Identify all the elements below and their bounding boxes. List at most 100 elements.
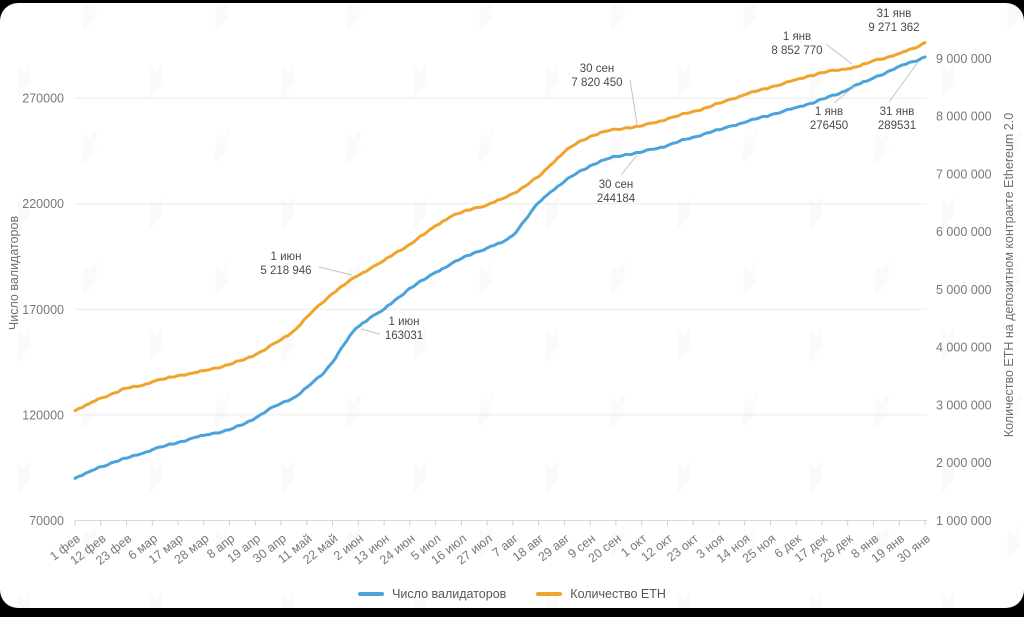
watermark-logo-icon (874, 524, 891, 560)
watermark-logo-icon (676, 194, 693, 230)
annotation-date: 31 янв (879, 106, 915, 118)
right-tick-label: 8 000 000 (936, 110, 992, 124)
watermark-logo-icon (478, 392, 495, 428)
right-axis-title: Количество ETH на депозитном контракте E… (1002, 112, 1016, 438)
watermark-logo-icon (16, 62, 33, 98)
watermark-logo-icon (148, 62, 165, 98)
watermark-logo-icon (742, 392, 759, 428)
watermark-logo-icon (742, 260, 759, 296)
left-tick-label: 120000 (22, 408, 64, 422)
watermark-logo-icon (148, 326, 165, 362)
annotation-value: 9 271 362 (868, 22, 920, 34)
watermark-logo-icon (478, 524, 495, 560)
left-tick-label: 170000 (22, 303, 64, 317)
annotation-validators-31-янв: 31 янв 289531 (878, 105, 916, 133)
annotation-leader-line (888, 61, 919, 103)
watermark-logo-icon (82, 3, 99, 32)
watermark-logo-icon (610, 260, 627, 296)
watermark-logo-icon (346, 392, 363, 428)
watermark-logo-icon (610, 524, 627, 560)
watermark-logo-icon (16, 458, 33, 494)
watermark-logo-icon (148, 194, 165, 230)
annotation-eth-1-июн: 1 июн 5 218 946 (260, 250, 311, 278)
annotation-value: 276450 (809, 120, 849, 132)
watermark-logo-icon (412, 62, 429, 98)
watermark-logo-icon (82, 260, 99, 296)
watermark-logo-icon (346, 524, 363, 560)
watermark-logo-icon (1006, 524, 1023, 560)
watermark-logo-icon (610, 3, 627, 32)
right-tick-label: 2 000 000 (936, 456, 992, 470)
chart-card: 1 фев 12 фев 23 фев 6 мар 17 мар 28 мар 8 апр 1… (0, 3, 1024, 608)
left-tick-label: 270000 (22, 92, 64, 106)
annotation-value: 7 820 450 (571, 77, 623, 89)
annotation-leader-line (318, 266, 353, 276)
annotation-leader-line (833, 85, 856, 104)
watermark-logo-icon (478, 3, 495, 32)
watermark-logo-icon (478, 128, 495, 164)
watermark-logo-icon (874, 128, 891, 164)
annotation-date: 1 июн (270, 251, 302, 263)
watermark-logo-icon (676, 458, 693, 494)
watermark-logo-icon (940, 194, 957, 230)
right-tick-label: 6 000 000 (936, 225, 992, 239)
chart-legend: Число валидаторов Количество ETH (0, 587, 1024, 601)
right-tick-label: 1 000 000 (936, 514, 992, 528)
watermark-logo-icon (808, 458, 825, 494)
annotation-validators-30-сен: 30 сен 244184 (597, 178, 635, 206)
legend-item-eth[interactable]: Количество ETH (536, 587, 666, 601)
watermark-logo-icon (280, 590, 297, 608)
watermark-logo-icon (346, 3, 363, 32)
watermark-logo-icon (1006, 128, 1023, 164)
watermark-logo-icon (544, 458, 561, 494)
watermark-logo-icon (16, 194, 33, 230)
annotation-leader-line (825, 43, 853, 65)
annotation-date: 31 янв (876, 8, 912, 20)
annotation-leader-line (360, 328, 381, 335)
watermark-logo-icon (82, 128, 99, 164)
validators-line-swatch-icon (358, 592, 385, 596)
watermark-logo-icon (544, 62, 561, 98)
annotation-date: 30 сен (598, 179, 634, 191)
annotation-eth-1-янв: 1 янв 8 852 770 (771, 30, 822, 58)
watermark-logo-icon (544, 590, 561, 608)
watermark-logo-icon (1006, 260, 1023, 296)
right-tick-label: 9 000 000 (936, 52, 992, 66)
annotation-validators-1-июн: 1 июн 163031 (385, 315, 423, 343)
watermark-logo-icon (742, 524, 759, 560)
watermark-logo-icon (16, 590, 33, 608)
watermark-logo-icon (1006, 392, 1023, 428)
annotation-date: 1 янв (814, 106, 844, 118)
legend-item-validators[interactable]: Число валидаторов (358, 587, 506, 601)
watermark-logo-icon (412, 590, 429, 608)
legend-label-validators: Число валидаторов (392, 587, 507, 601)
watermark-logo-icon (874, 260, 891, 296)
watermark-logo-icon (544, 326, 561, 362)
annotation-value: 244184 (596, 193, 636, 205)
watermark-logo-icon (676, 326, 693, 362)
left-tick-label: 220000 (22, 197, 64, 211)
watermark-logo-icon (214, 128, 231, 164)
right-tick-label: 5 000 000 (936, 283, 992, 297)
watermark-logo-icon (808, 590, 825, 608)
eth-line-swatch-icon (536, 592, 563, 596)
watermark-logo-icon (610, 392, 627, 428)
watermark-logo-icon (1006, 3, 1023, 32)
annotation-date: 30 сен (579, 63, 615, 75)
watermark-logo-icon (214, 392, 231, 428)
annotation-validators-1-янв: 1 янв 276450 (810, 105, 848, 133)
watermark-logo-icon (874, 392, 891, 428)
annotation-leader-line (620, 154, 638, 176)
watermark-logo-icon (610, 128, 627, 164)
watermark-logo-icon (412, 326, 429, 362)
annotation-value: 5 218 946 (260, 265, 312, 277)
annotations-layer: 1 июн 5 218 946 1 июн 163031 30 сен 7 820 450… (0, 3, 1024, 608)
watermark-logo-icon (280, 326, 297, 362)
watermark-logo-icon (148, 458, 165, 494)
watermark-logo-icon (214, 524, 231, 560)
watermark-logo-icon (148, 590, 165, 608)
legend-label-eth: Количество ETH (570, 587, 666, 601)
annotation-value: 163031 (384, 330, 424, 342)
watermark-logo-icon (742, 128, 759, 164)
